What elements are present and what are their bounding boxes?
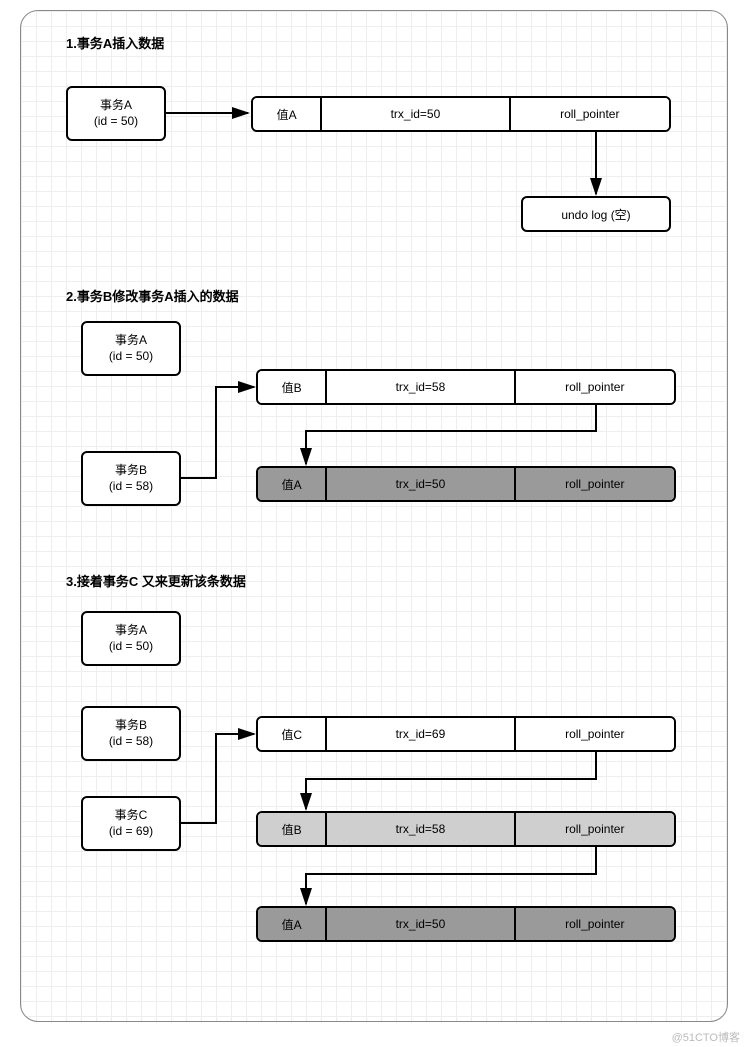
record-cell: 值A bbox=[258, 468, 327, 500]
edge bbox=[306, 752, 596, 809]
section-title: 3.接着事务C 又来更新该条数据 bbox=[66, 571, 246, 590]
record-cell: 值C bbox=[258, 718, 327, 750]
edges-svg bbox=[21, 11, 727, 1021]
record-cell: trx_id=50 bbox=[327, 908, 515, 940]
record-row: 值Atrx_id=50roll_pointer bbox=[256, 466, 676, 502]
record-cell: 值B bbox=[258, 371, 327, 403]
record-cell: roll_pointer bbox=[516, 813, 674, 845]
record-cell: trx_id=69 bbox=[327, 718, 515, 750]
edge bbox=[181, 387, 254, 478]
edge bbox=[306, 405, 596, 464]
record-row: 值Ctrx_id=69roll_pointer bbox=[256, 716, 676, 752]
transaction-box: 事务A(id = 50) bbox=[66, 86, 166, 141]
record-cell: trx_id=50 bbox=[327, 468, 515, 500]
record-cell: roll_pointer bbox=[511, 98, 669, 130]
record-row: 值Btrx_id=58roll_pointer bbox=[256, 369, 676, 405]
record-cell: trx_id=50 bbox=[322, 98, 510, 130]
record-cell: 值A bbox=[258, 908, 327, 940]
record-row: 值Atrx_id=50roll_pointer bbox=[256, 906, 676, 942]
diagram-panel: 1.事务A插入数据事务A(id = 50)undo log (空)值Atrx_i… bbox=[20, 10, 728, 1022]
undo-log-box: undo log (空) bbox=[521, 196, 671, 232]
transaction-box: 事务A(id = 50) bbox=[81, 321, 181, 376]
record-cell: 值A bbox=[253, 98, 322, 130]
record-row: 值Btrx_id=58roll_pointer bbox=[256, 811, 676, 847]
transaction-box: 事务A(id = 50) bbox=[81, 611, 181, 666]
transaction-box: 事务B(id = 58) bbox=[81, 451, 181, 506]
record-cell: trx_id=58 bbox=[327, 813, 515, 845]
transaction-box: 事务B(id = 58) bbox=[81, 706, 181, 761]
record-cell: 值B bbox=[258, 813, 327, 845]
watermark: @51CTO博客 bbox=[672, 1029, 740, 1045]
transaction-box: 事务C(id = 69) bbox=[81, 796, 181, 851]
section-title: 2.事务B修改事务A插入的数据 bbox=[66, 286, 239, 305]
edge bbox=[181, 734, 254, 823]
record-cell: roll_pointer bbox=[516, 468, 674, 500]
section-title: 1.事务A插入数据 bbox=[66, 33, 164, 52]
record-cell: roll_pointer bbox=[516, 718, 674, 750]
record-cell: roll_pointer bbox=[516, 908, 674, 940]
record-cell: trx_id=58 bbox=[327, 371, 515, 403]
record-row: 值Atrx_id=50roll_pointer bbox=[251, 96, 671, 132]
edge bbox=[306, 847, 596, 904]
record-cell: roll_pointer bbox=[516, 371, 674, 403]
